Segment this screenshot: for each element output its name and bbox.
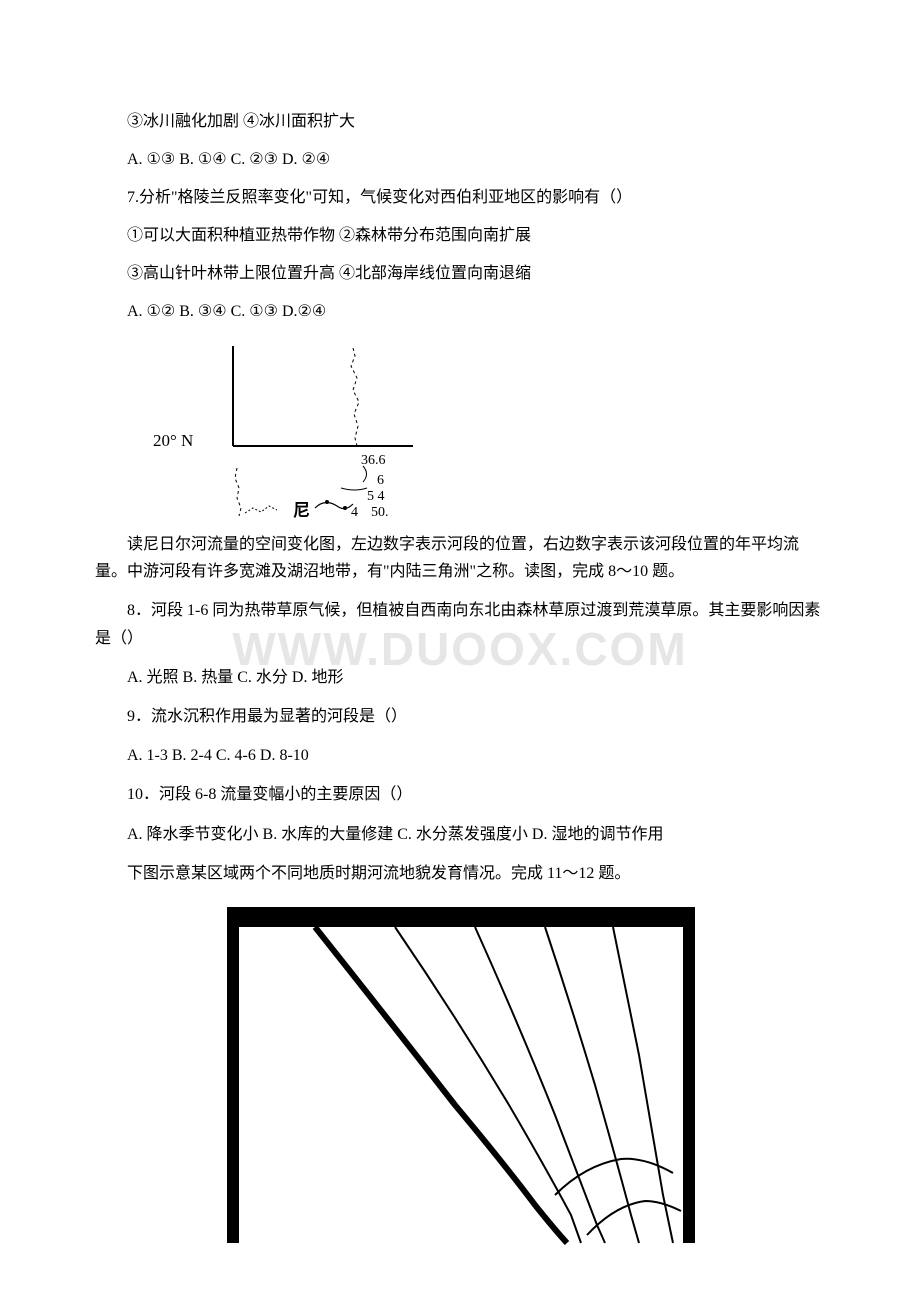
- num-36-6: 36.6: [361, 453, 386, 468]
- q9-stem: 9．流水沉积作用最为显著的河段是（）: [95, 703, 825, 730]
- num-4: 4: [351, 505, 358, 520]
- q7-statements-1-2: ①可以大面积种植亚热带作物 ②森林带分布范围向南扩展: [95, 224, 825, 248]
- passage-niger: 读尼日尔河流量的空间变化图，左边数字表示河段的位置，右边数字表示该河段位置的年平…: [95, 531, 825, 585]
- q8-stem: 8．河段 1-6 同为热带草原气候，但植被自西南向东北由森林草原过渡到荒漠草原。…: [95, 597, 825, 651]
- q7-stem: 7.分析"格陵兰反照率变化"可知，气候变化对西伯利亚地区的影响有（）: [95, 186, 825, 210]
- num-50: 50.: [371, 505, 389, 520]
- q7-statements-3-4: ③高山针叶林带上限位置升高 ④北部海岸线位置向南退缩: [95, 262, 825, 286]
- q6-options: A. ①③ B. ①④ C. ②③ D. ②④: [95, 148, 825, 172]
- q10-stem: 10．河段 6-8 流量变幅小的主要原因（）: [95, 781, 825, 808]
- passage-geology: 下图示意某区域两个不同地质时期河流地貌发育情况。完成 11～12 题。: [95, 860, 825, 887]
- lat-label: 20° N: [153, 431, 193, 450]
- num-5-4: 5 4: [367, 489, 385, 504]
- num-6: 6: [377, 473, 384, 488]
- q9-options: A. 1-3 B. 2-4 C. 4-6 D. 8-10: [95, 742, 825, 769]
- figure-niger-map: 20° N 36.6 6 5 4 50. 4 尼: [145, 338, 825, 523]
- q8-options: A. 光照 B. 热量 C. 水分 D. 地形: [95, 664, 825, 691]
- ni-label: 尼: [293, 501, 310, 520]
- q10-options: A. 降水季节变化小 B. 水库的大量修建 C. 水分蒸发强度小 D. 湿地的调…: [95, 821, 825, 848]
- q7-options: A. ①② B. ③④ C. ①③ D.②④: [95, 300, 825, 324]
- figure-river-geology: [225, 905, 825, 1245]
- line-option-3-4: ③冰川融化加剧 ④冰川面积扩大: [95, 110, 825, 134]
